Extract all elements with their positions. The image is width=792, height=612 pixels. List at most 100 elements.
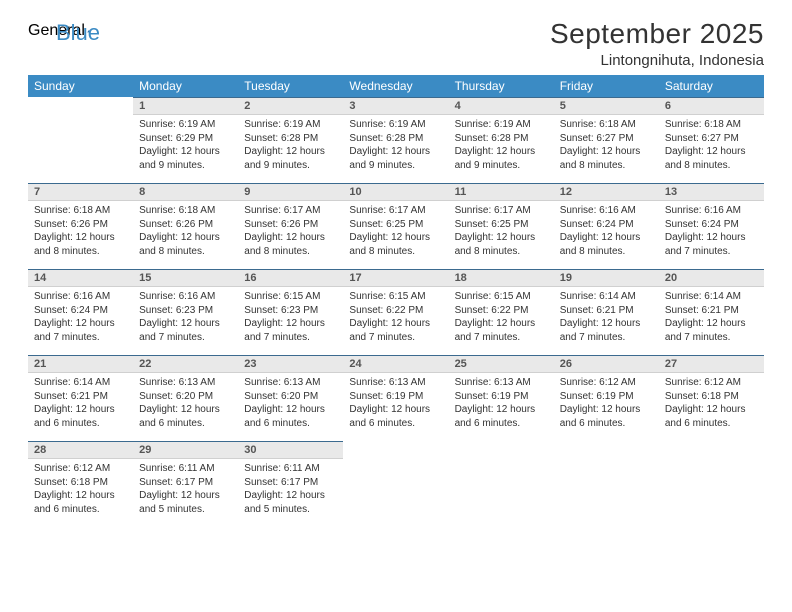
day-number: 11 bbox=[449, 183, 554, 201]
day-number: 14 bbox=[28, 269, 133, 287]
calendar-day-cell: 27Sunrise: 6:12 AMSunset: 6:18 PMDayligh… bbox=[659, 355, 764, 441]
calendar-day-cell: 3Sunrise: 6:19 AMSunset: 6:28 PMDaylight… bbox=[343, 97, 448, 183]
day-number: 30 bbox=[238, 441, 343, 459]
calendar-day-cell: 8Sunrise: 6:18 AMSunset: 6:26 PMDaylight… bbox=[133, 183, 238, 269]
calendar-day-cell: 26Sunrise: 6:12 AMSunset: 6:19 PMDayligh… bbox=[554, 355, 659, 441]
day-details: Sunrise: 6:19 AMSunset: 6:28 PMDaylight:… bbox=[238, 115, 343, 176]
calendar-empty-cell bbox=[554, 441, 659, 527]
day-number: 10 bbox=[343, 183, 448, 201]
calendar-day-cell: 30Sunrise: 6:11 AMSunset: 6:17 PMDayligh… bbox=[238, 441, 343, 527]
day-details: Sunrise: 6:14 AMSunset: 6:21 PMDaylight:… bbox=[659, 287, 764, 348]
day-details: Sunrise: 6:17 AMSunset: 6:25 PMDaylight:… bbox=[449, 201, 554, 262]
day-number: 29 bbox=[133, 441, 238, 459]
calendar-body: 1Sunrise: 6:19 AMSunset: 6:29 PMDaylight… bbox=[28, 97, 764, 527]
calendar-day-cell: 19Sunrise: 6:14 AMSunset: 6:21 PMDayligh… bbox=[554, 269, 659, 355]
day-number: 21 bbox=[28, 355, 133, 373]
day-number: 20 bbox=[659, 269, 764, 287]
day-details: Sunrise: 6:18 AMSunset: 6:26 PMDaylight:… bbox=[133, 201, 238, 262]
calendar-week-row: 14Sunrise: 6:16 AMSunset: 6:24 PMDayligh… bbox=[28, 269, 764, 355]
calendar-document: General September 2025 Lintongnihuta, In… bbox=[0, 0, 792, 527]
calendar-day-cell: 29Sunrise: 6:11 AMSunset: 6:17 PMDayligh… bbox=[133, 441, 238, 527]
day-details: Sunrise: 6:14 AMSunset: 6:21 PMDaylight:… bbox=[28, 373, 133, 434]
calendar-day-cell: 4Sunrise: 6:19 AMSunset: 6:28 PMDaylight… bbox=[449, 97, 554, 183]
calendar-week-row: 1Sunrise: 6:19 AMSunset: 6:29 PMDaylight… bbox=[28, 97, 764, 183]
day-number: 4 bbox=[449, 97, 554, 115]
calendar-day-cell: 13Sunrise: 6:16 AMSunset: 6:24 PMDayligh… bbox=[659, 183, 764, 269]
brand-text-blue: Blue bbox=[56, 20, 100, 45]
weekday-header-row: SundayMondayTuesdayWednesdayThursdayFrid… bbox=[28, 75, 764, 97]
day-details: Sunrise: 6:19 AMSunset: 6:28 PMDaylight:… bbox=[343, 115, 448, 176]
day-number: 7 bbox=[28, 183, 133, 201]
day-details: Sunrise: 6:12 AMSunset: 6:18 PMDaylight:… bbox=[659, 373, 764, 434]
day-details: Sunrise: 6:16 AMSunset: 6:24 PMDaylight:… bbox=[554, 201, 659, 262]
weekday-header: Tuesday bbox=[238, 75, 343, 97]
calendar-day-cell: 17Sunrise: 6:15 AMSunset: 6:22 PMDayligh… bbox=[343, 269, 448, 355]
day-details: Sunrise: 6:11 AMSunset: 6:17 PMDaylight:… bbox=[238, 459, 343, 520]
calendar-day-cell: 5Sunrise: 6:18 AMSunset: 6:27 PMDaylight… bbox=[554, 97, 659, 183]
weekday-header: Sunday bbox=[28, 75, 133, 97]
calendar-empty-cell bbox=[28, 97, 133, 183]
day-number: 16 bbox=[238, 269, 343, 287]
day-details: Sunrise: 6:18 AMSunset: 6:27 PMDaylight:… bbox=[659, 115, 764, 176]
calendar-empty-cell bbox=[449, 441, 554, 527]
calendar-day-cell: 14Sunrise: 6:16 AMSunset: 6:24 PMDayligh… bbox=[28, 269, 133, 355]
day-number: 28 bbox=[28, 441, 133, 459]
calendar-day-cell: 21Sunrise: 6:14 AMSunset: 6:21 PMDayligh… bbox=[28, 355, 133, 441]
day-details: Sunrise: 6:13 AMSunset: 6:20 PMDaylight:… bbox=[238, 373, 343, 434]
calendar-day-cell: 2Sunrise: 6:19 AMSunset: 6:28 PMDaylight… bbox=[238, 97, 343, 183]
day-details: Sunrise: 6:15 AMSunset: 6:22 PMDaylight:… bbox=[449, 287, 554, 348]
calendar-day-cell: 23Sunrise: 6:13 AMSunset: 6:20 PMDayligh… bbox=[238, 355, 343, 441]
day-number: 1 bbox=[133, 97, 238, 115]
calendar-week-row: 28Sunrise: 6:12 AMSunset: 6:18 PMDayligh… bbox=[28, 441, 764, 527]
day-number: 19 bbox=[554, 269, 659, 287]
day-number: 17 bbox=[343, 269, 448, 287]
day-details: Sunrise: 6:17 AMSunset: 6:26 PMDaylight:… bbox=[238, 201, 343, 262]
day-number: 5 bbox=[554, 97, 659, 115]
calendar-table: SundayMondayTuesdayWednesdayThursdayFrid… bbox=[28, 75, 764, 527]
day-details: Sunrise: 6:13 AMSunset: 6:19 PMDaylight:… bbox=[343, 373, 448, 434]
day-details: Sunrise: 6:19 AMSunset: 6:29 PMDaylight:… bbox=[133, 115, 238, 176]
day-details: Sunrise: 6:16 AMSunset: 6:23 PMDaylight:… bbox=[133, 287, 238, 348]
weekday-header: Friday bbox=[554, 75, 659, 97]
calendar-day-cell: 22Sunrise: 6:13 AMSunset: 6:20 PMDayligh… bbox=[133, 355, 238, 441]
day-number: 24 bbox=[343, 355, 448, 373]
day-details: Sunrise: 6:11 AMSunset: 6:17 PMDaylight:… bbox=[133, 459, 238, 520]
header: General September 2025 Lintongnihuta, In… bbox=[28, 18, 764, 69]
day-number: 9 bbox=[238, 183, 343, 201]
month-year-title: September 2025 bbox=[550, 18, 764, 50]
calendar-day-cell: 11Sunrise: 6:17 AMSunset: 6:25 PMDayligh… bbox=[449, 183, 554, 269]
calendar-empty-cell bbox=[659, 441, 764, 527]
day-number: 6 bbox=[659, 97, 764, 115]
calendar-empty-cell bbox=[343, 441, 448, 527]
weekday-header: Saturday bbox=[659, 75, 764, 97]
weekday-header: Wednesday bbox=[343, 75, 448, 97]
day-details: Sunrise: 6:19 AMSunset: 6:28 PMDaylight:… bbox=[449, 115, 554, 176]
calendar-day-cell: 28Sunrise: 6:12 AMSunset: 6:18 PMDayligh… bbox=[28, 441, 133, 527]
calendar-day-cell: 25Sunrise: 6:13 AMSunset: 6:19 PMDayligh… bbox=[449, 355, 554, 441]
calendar-week-row: 21Sunrise: 6:14 AMSunset: 6:21 PMDayligh… bbox=[28, 355, 764, 441]
day-details: Sunrise: 6:15 AMSunset: 6:23 PMDaylight:… bbox=[238, 287, 343, 348]
weekday-header: Monday bbox=[133, 75, 238, 97]
day-number: 23 bbox=[238, 355, 343, 373]
calendar-day-cell: 7Sunrise: 6:18 AMSunset: 6:26 PMDaylight… bbox=[28, 183, 133, 269]
calendar-day-cell: 20Sunrise: 6:14 AMSunset: 6:21 PMDayligh… bbox=[659, 269, 764, 355]
day-number: 13 bbox=[659, 183, 764, 201]
day-number: 3 bbox=[343, 97, 448, 115]
calendar-day-cell: 16Sunrise: 6:15 AMSunset: 6:23 PMDayligh… bbox=[238, 269, 343, 355]
day-details: Sunrise: 6:18 AMSunset: 6:26 PMDaylight:… bbox=[28, 201, 133, 262]
location-label: Lintongnihuta, Indonesia bbox=[550, 52, 764, 69]
day-details: Sunrise: 6:18 AMSunset: 6:27 PMDaylight:… bbox=[554, 115, 659, 176]
day-number: 15 bbox=[133, 269, 238, 287]
day-number: 26 bbox=[554, 355, 659, 373]
day-number: 8 bbox=[133, 183, 238, 201]
calendar-day-cell: 24Sunrise: 6:13 AMSunset: 6:19 PMDayligh… bbox=[343, 355, 448, 441]
calendar-week-row: 7Sunrise: 6:18 AMSunset: 6:26 PMDaylight… bbox=[28, 183, 764, 269]
calendar-day-cell: 18Sunrise: 6:15 AMSunset: 6:22 PMDayligh… bbox=[449, 269, 554, 355]
day-details: Sunrise: 6:15 AMSunset: 6:22 PMDaylight:… bbox=[343, 287, 448, 348]
day-details: Sunrise: 6:13 AMSunset: 6:19 PMDaylight:… bbox=[449, 373, 554, 434]
day-details: Sunrise: 6:12 AMSunset: 6:19 PMDaylight:… bbox=[554, 373, 659, 434]
day-number: 18 bbox=[449, 269, 554, 287]
calendar-day-cell: 6Sunrise: 6:18 AMSunset: 6:27 PMDaylight… bbox=[659, 97, 764, 183]
title-block: September 2025 Lintongnihuta, Indonesia bbox=[550, 18, 764, 69]
day-number: 25 bbox=[449, 355, 554, 373]
